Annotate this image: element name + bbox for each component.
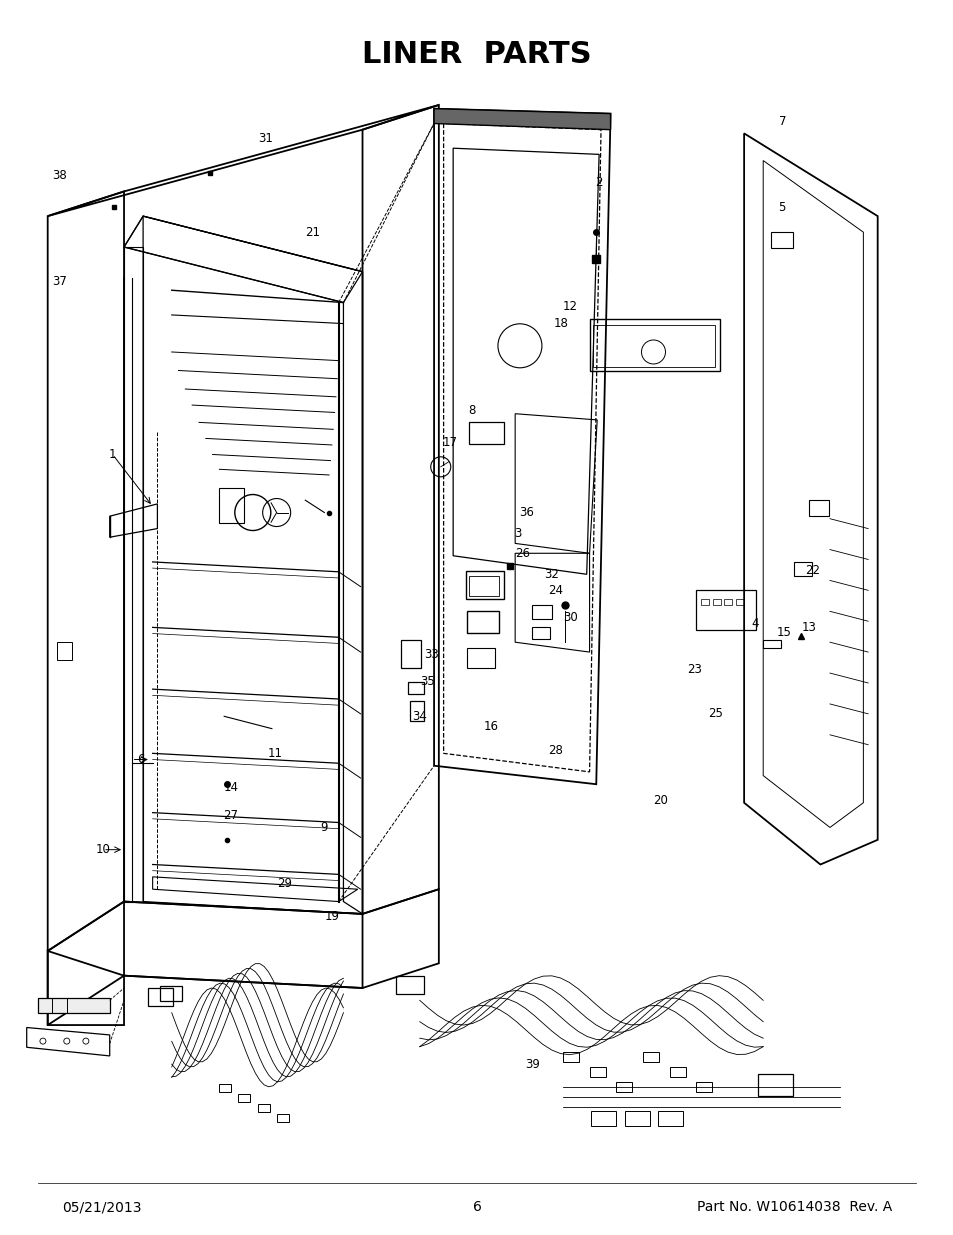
Text: 14: 14 <box>223 782 238 794</box>
Bar <box>658 1112 682 1126</box>
Text: 36: 36 <box>518 506 534 519</box>
Bar <box>593 325 715 367</box>
Text: 1: 1 <box>109 448 116 461</box>
Text: LINER  PARTS: LINER PARTS <box>362 40 591 68</box>
Bar <box>219 488 244 522</box>
Text: 11: 11 <box>267 747 282 760</box>
Bar <box>465 571 503 599</box>
Bar <box>562 1052 578 1062</box>
Text: 37: 37 <box>51 275 67 288</box>
Text: 05/21/2013: 05/21/2013 <box>62 1200 141 1214</box>
Bar <box>624 1112 649 1126</box>
Text: 8: 8 <box>468 404 476 416</box>
Text: 27: 27 <box>223 809 238 821</box>
Bar <box>669 1067 685 1077</box>
Text: 23: 23 <box>686 663 701 676</box>
Text: 5: 5 <box>778 201 785 214</box>
Text: 13: 13 <box>801 621 816 634</box>
Bar <box>408 682 424 694</box>
Bar <box>467 648 495 668</box>
Text: 6: 6 <box>472 1200 481 1214</box>
Bar <box>770 232 792 248</box>
Text: 32: 32 <box>543 568 558 580</box>
Bar <box>696 1082 712 1092</box>
Bar <box>793 562 811 576</box>
Text: 24: 24 <box>547 584 562 597</box>
Text: 28: 28 <box>547 745 562 757</box>
Bar <box>723 599 731 605</box>
Bar <box>696 590 756 630</box>
Bar <box>467 611 499 634</box>
Text: Part No. W10614038  Rev. A: Part No. W10614038 Rev. A <box>696 1200 891 1214</box>
Bar <box>712 599 720 605</box>
Bar <box>700 599 708 605</box>
Bar <box>591 1112 616 1126</box>
Bar <box>400 640 420 668</box>
Bar <box>257 1104 270 1112</box>
Polygon shape <box>38 998 110 1013</box>
Text: 6: 6 <box>137 753 145 766</box>
Text: 17: 17 <box>442 436 457 448</box>
Bar <box>238 1094 251 1102</box>
Bar <box>532 627 550 640</box>
Bar <box>808 500 828 516</box>
Text: 38: 38 <box>51 169 67 182</box>
Bar <box>410 701 424 721</box>
Bar <box>758 1074 793 1097</box>
Bar <box>762 640 781 647</box>
Text: 2: 2 <box>595 177 602 189</box>
Bar <box>160 986 182 1000</box>
Text: 19: 19 <box>324 910 339 923</box>
Text: 29: 29 <box>276 877 292 889</box>
Text: 34: 34 <box>412 710 427 722</box>
Text: 39: 39 <box>524 1058 539 1071</box>
Text: 26: 26 <box>515 547 530 559</box>
Bar <box>469 576 498 595</box>
Text: 4: 4 <box>751 618 759 630</box>
Bar <box>219 1084 232 1092</box>
Bar <box>395 976 423 994</box>
Text: 20: 20 <box>652 794 667 806</box>
Text: 21: 21 <box>305 226 320 238</box>
Text: 25: 25 <box>707 708 722 720</box>
Bar <box>735 599 742 605</box>
Text: 33: 33 <box>423 648 438 661</box>
Text: 10: 10 <box>95 844 111 856</box>
Text: 12: 12 <box>562 300 578 312</box>
Bar <box>589 319 719 370</box>
Bar <box>532 605 552 619</box>
Text: 18: 18 <box>553 317 568 330</box>
Bar <box>148 988 172 1007</box>
Bar <box>642 1052 659 1062</box>
Text: 35: 35 <box>419 676 435 688</box>
Text: 7: 7 <box>778 115 785 127</box>
Bar <box>589 1067 605 1077</box>
Bar <box>616 1082 632 1092</box>
Text: 22: 22 <box>804 564 820 577</box>
Text: 16: 16 <box>483 720 498 732</box>
Text: 30: 30 <box>562 611 578 624</box>
Text: 3: 3 <box>514 527 521 540</box>
Text: 9: 9 <box>320 821 328 834</box>
Bar <box>469 422 504 445</box>
Bar <box>57 642 72 661</box>
Bar <box>276 1114 289 1121</box>
Polygon shape <box>434 109 610 130</box>
Text: 31: 31 <box>257 132 273 144</box>
Text: 15: 15 <box>776 626 791 638</box>
